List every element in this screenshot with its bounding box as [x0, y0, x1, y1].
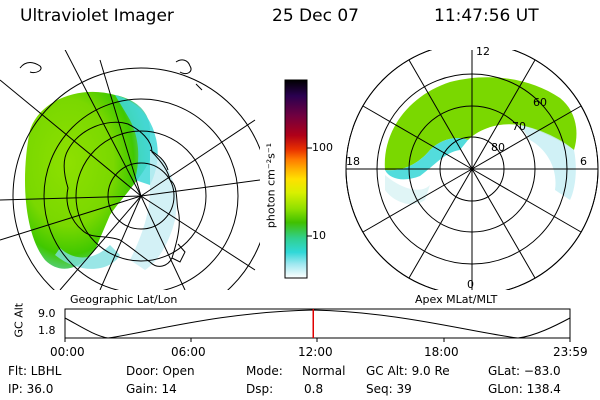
mlt-label-6: 6	[580, 155, 587, 168]
right-panel-label: Apex MLat/MLT	[415, 293, 498, 306]
mlat-label-80: 80	[491, 141, 505, 154]
colorbar-tick-100: 100	[312, 141, 333, 154]
time-tick-1200: 12:00	[298, 345, 333, 359]
timeline-ylabel: GC Alt	[12, 302, 26, 338]
mlat-label-70: 70	[512, 120, 526, 133]
dsp-value: 0.8	[304, 382, 324, 396]
time-tick-0600: 06:00	[171, 345, 206, 359]
timeline-ymax: 9.0	[38, 307, 56, 320]
mlt-label-0: 0	[467, 278, 474, 291]
gc-alt-info: GC Alt: 9.0 Re	[366, 364, 450, 378]
mode-label: Mode:	[246, 364, 283, 378]
ip-info: IP: 36.0	[8, 382, 54, 396]
gain-info: Gain: 14	[126, 382, 177, 396]
glat-info: GLat: −83.0	[488, 364, 561, 378]
time-tick-2359: 23:59	[553, 345, 588, 359]
mlt-label-18: 18	[346, 155, 360, 168]
colorbar-tick-10: 10	[312, 229, 326, 242]
colorbar-unit-label: photon cm⁻²s⁻¹	[264, 142, 278, 229]
mlt-label-12: 12	[476, 45, 490, 58]
filter-info: Flt: LBHL	[8, 364, 62, 378]
time-tick-0000: 00:00	[50, 345, 85, 359]
mlat-label-60: 60	[533, 96, 547, 109]
door-info: Door: Open	[126, 364, 195, 378]
instrument-title: Ultraviolet Imager	[20, 6, 174, 26]
left-panel-label: Geographic Lat/Lon	[70, 293, 178, 306]
dsp-label: Dsp:	[246, 382, 274, 396]
date-label: 25 Dec 07	[272, 6, 359, 26]
seq-info: Seq: 39	[366, 382, 412, 396]
mode-value: Normal	[302, 364, 346, 378]
timeline-ymin: 1.8	[38, 324, 56, 337]
time-tick-1800: 18:00	[424, 345, 459, 359]
glon-info: GLon: 138.4	[488, 382, 561, 396]
time-label: 11:47:56 UT	[434, 6, 539, 26]
